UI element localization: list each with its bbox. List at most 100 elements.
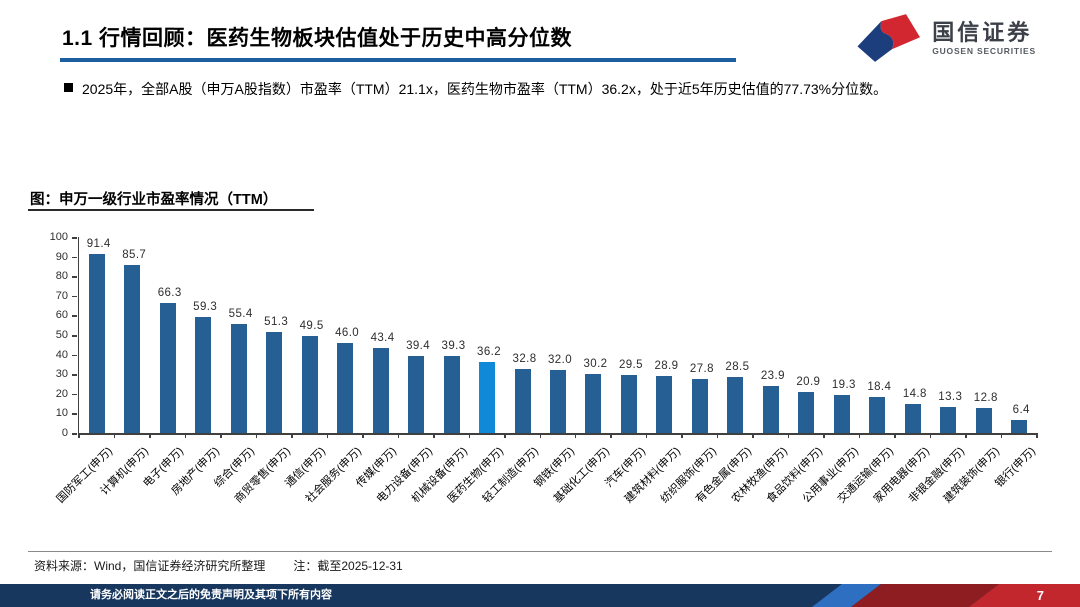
bar-value-label: 66.3	[157, 287, 182, 300]
bar	[656, 376, 673, 433]
y-tick-label: 80	[55, 270, 68, 283]
logo-text: 国信证券 GUOSEN SECURITIES	[932, 20, 1036, 56]
y-tick-mark	[72, 295, 77, 298]
x-tick-mark	[823, 433, 825, 438]
bar	[833, 395, 850, 433]
bar	[727, 377, 744, 433]
y-tick-mark	[72, 374, 77, 376]
bar-value-label: 91.4	[86, 237, 111, 250]
y-tick-label: 0	[61, 427, 68, 439]
bar-value-label: 27.8	[689, 362, 714, 375]
x-tick-mark	[468, 433, 471, 438]
bar-value-label: 39.4	[406, 339, 431, 352]
bottom-bar-darkred-shape	[851, 584, 999, 607]
bar-value-label: 20.9	[796, 376, 821, 389]
y-tick-mark	[72, 315, 77, 317]
bar-value-label: 18.4	[867, 380, 892, 393]
y-tick-label: 50	[55, 329, 68, 341]
bar	[159, 303, 176, 433]
note-text: 注：截至2025-12-31	[293, 559, 403, 573]
bar	[408, 355, 425, 433]
x-tick-mark	[894, 433, 896, 438]
bar-value-label: 30.2	[583, 357, 608, 370]
x-tick-mark	[929, 433, 932, 438]
y-tick-label: 60	[55, 309, 68, 322]
x-tick-mark	[1000, 433, 1003, 438]
guosen-logo-icon	[857, 14, 921, 62]
bar-value-label: 32.0	[548, 354, 572, 367]
company-logo: 国信证券 GUOSEN SECURITIES	[851, 12, 1036, 64]
bar	[230, 324, 247, 433]
y-axis: 0 10 20 30 40 50 60 70 80 90 100	[28, 231, 68, 439]
logo-name-en: GUOSEN SECURITIES	[932, 46, 1036, 56]
x-tick-mark	[149, 433, 151, 438]
bottom-bar: 请务必阅读正文之后的免责声明及其项下所有内容 7	[0, 584, 1080, 607]
bar	[691, 378, 708, 433]
bar	[869, 396, 886, 433]
plot-area: 91.4 国防军工(申万) 85.7 计算机(申万) 66.3 电子(申万) 59.3 房地产…	[55, 237, 1038, 505]
bar-value-label: 46.0	[335, 326, 360, 339]
x-tick-mark	[326, 433, 329, 438]
bar	[762, 386, 779, 433]
bullet-text: 2025年，全部A股（申万A股指数）市盈率（TTM）21.1x，医药生物市盈率（…	[82, 81, 888, 97]
x-tick-mark	[1036, 433, 1038, 438]
x-tick-mark	[220, 433, 222, 438]
bar-value-label: 6.4	[1012, 404, 1030, 417]
x-tick-mark	[716, 433, 719, 438]
bar	[195, 316, 212, 433]
y-tick-label: 30	[55, 368, 68, 381]
bar	[1011, 420, 1028, 433]
y-tick-label: 70	[55, 289, 68, 302]
source-text: 资料来源：Wind，国信证券经济研究所整理	[34, 559, 266, 573]
bar	[443, 355, 460, 433]
source-divider	[28, 551, 1052, 552]
y-tick-mark	[72, 276, 77, 278]
bar-value-label: 59.3	[193, 300, 218, 313]
y-tick-mark	[72, 393, 77, 396]
bar	[550, 370, 566, 433]
bar-value-label: 28.5	[725, 361, 750, 374]
bar-highlighted	[479, 362, 496, 433]
x-tick-mark	[397, 433, 400, 438]
disclaimer-text: 请务必阅读正文之后的免责声明及其项下所有内容	[90, 589, 332, 601]
bar-value-label: 12.8	[973, 391, 998, 404]
bar	[124, 265, 141, 433]
x-tick-mark	[539, 433, 541, 438]
x-tick-mark	[610, 433, 612, 438]
x-tick-mark	[113, 433, 116, 438]
x-tick-mark	[78, 433, 80, 438]
x-tick-mark	[574, 433, 577, 438]
bar	[585, 373, 602, 433]
bottom-bar-red-shape	[969, 584, 1080, 607]
y-tick-mark	[72, 237, 77, 239]
bar	[975, 407, 992, 433]
source-row: 资料来源：Wind，国信证券经济研究所整理 注：截至2025-12-31	[34, 557, 403, 574]
bar	[904, 404, 921, 433]
y-tick-label: 40	[55, 348, 68, 361]
y-tick-label: 90	[55, 250, 68, 263]
x-tick-mark	[504, 433, 506, 438]
bar-value-label: 85.7	[122, 249, 147, 262]
x-tick-mark	[362, 433, 364, 438]
bullet-square-icon	[64, 83, 73, 92]
y-tick-mark	[72, 335, 77, 337]
bar	[620, 375, 637, 433]
x-tick-mark	[291, 433, 293, 438]
page-number: 7	[1036, 588, 1044, 603]
bar	[940, 406, 957, 433]
x-tick-mark	[752, 433, 754, 438]
x-tick-mark	[184, 433, 187, 438]
bar	[266, 332, 283, 433]
title-underline	[60, 58, 736, 62]
bar	[798, 392, 815, 433]
bar-value-label: 23.9	[760, 370, 785, 383]
bar-value-label: 49.5	[299, 319, 324, 332]
bar	[337, 342, 354, 433]
bar-value-label: 55.4	[228, 308, 253, 321]
bar-value-label: 36.2	[477, 346, 502, 359]
pe-bar-chart: 0 10 20 30 40 50 60 70 80 90 100 91.4 国防军工(申万) 85.7 计…	[28, 226, 1052, 548]
bar-value-label: 51.3	[264, 316, 289, 329]
bar-value-label: 28.9	[654, 360, 679, 373]
bar-value-label: 32.8	[512, 352, 537, 365]
